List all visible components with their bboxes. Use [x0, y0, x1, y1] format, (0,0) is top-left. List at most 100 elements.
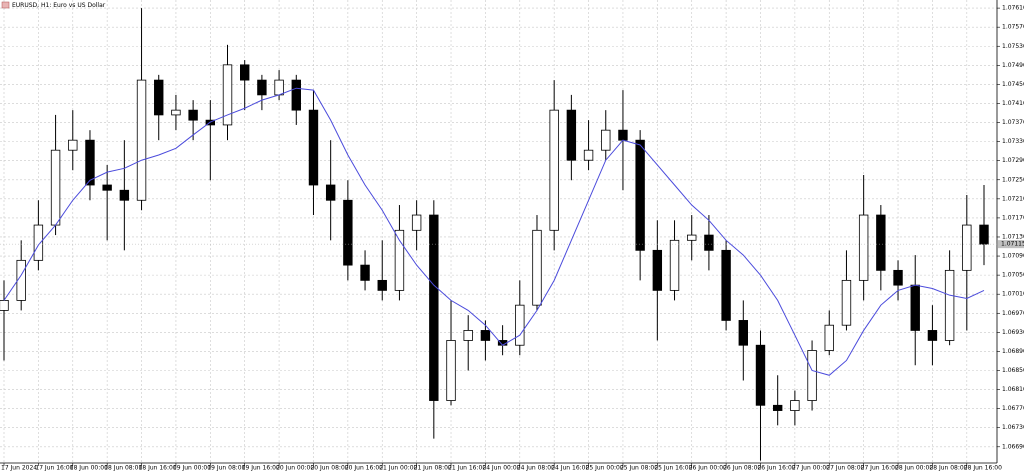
- candle-body: [188, 109, 198, 121]
- candle-body: [377, 279, 387, 291]
- y-tick-label: 1.07450: [1002, 81, 1024, 88]
- x-tick-label: 19 Jun 00:00: [173, 465, 211, 471]
- candle-body: [291, 79, 301, 111]
- candle-body: [33, 224, 44, 261]
- candle-body: [566, 109, 577, 161]
- candle-body: [119, 189, 130, 201]
- y-tick-label: 1.06930: [1002, 329, 1024, 336]
- y-tick-label: 1.06970: [1002, 310, 1024, 317]
- candle-body: [841, 279, 852, 326]
- y-tick-label: 1.07050: [1002, 272, 1024, 279]
- candle-body: [979, 224, 989, 245]
- candle-body: [635, 139, 645, 251]
- candle-body: [50, 149, 61, 226]
- candle-body: [16, 259, 26, 301]
- x-tick-label: 27 Jun 00:00: [792, 465, 830, 471]
- y-tick-label: 1.06850: [1002, 367, 1024, 374]
- symbol-icon: [1, 1, 10, 9]
- x-tick-label: 26 Jun 16:00: [757, 465, 795, 471]
- candle-body: [962, 224, 972, 271]
- candle-body: [618, 129, 628, 141]
- y-tick-label: 1.07370: [1002, 119, 1024, 126]
- candle-body: [601, 129, 611, 151]
- candle-body: [532, 229, 542, 306]
- candle-body: [240, 64, 250, 81]
- x-tick-label: 27 Jun 08:00: [826, 465, 864, 471]
- candle-body: [480, 330, 491, 341]
- grid: [0, 0, 997, 463]
- candle-body: [257, 79, 267, 96]
- candle-body: [772, 404, 783, 411]
- candle-body: [704, 234, 714, 251]
- y-tick-label: 1.07250: [1002, 176, 1024, 183]
- x-tick-label: 20 Jun 08:00: [310, 465, 348, 471]
- x-tick-label: 28 Jun 16:00: [964, 465, 1002, 471]
- candle-body: [738, 320, 748, 346]
- candle-body: [222, 64, 233, 126]
- candle-body: [0, 300, 9, 311]
- candle-body: [790, 400, 800, 411]
- x-tick-label: 20 Jun 16:00: [345, 465, 383, 471]
- x-tick-label: 25 Jun 16:00: [654, 465, 692, 471]
- x-tick-label: 21 Jun 16:00: [448, 465, 486, 471]
- y-tick-label: 1.06890: [1002, 348, 1024, 355]
- y-tick-label: 1.07010: [1002, 291, 1024, 298]
- candle-body: [68, 139, 78, 151]
- candle-body: [858, 214, 869, 281]
- candle-body: [687, 234, 697, 241]
- y-tick-label: 1.06730: [1002, 424, 1024, 431]
- candle-body: [927, 330, 938, 341]
- y-tick-label: 1.07490: [1002, 62, 1024, 69]
- x-tick-label: 24 Jun 00:00: [482, 465, 520, 471]
- chart-title: EURUSD, H1: Euro vs US Dollar: [12, 2, 106, 9]
- x-tick-label: 18 Jun 00:00: [70, 465, 108, 471]
- candle-body: [944, 269, 955, 341]
- candle-body: [910, 284, 920, 331]
- y-tick-label: 1.06770: [1002, 405, 1024, 412]
- current-price-label: 1.07115: [1001, 241, 1024, 248]
- current-price-box: [998, 240, 1024, 249]
- candle-body: [549, 109, 559, 231]
- candle-body: [669, 239, 680, 291]
- candle-body: [824, 324, 834, 351]
- y-tick-label: 1.07330: [1002, 138, 1024, 145]
- moving-average-line: [3, 87, 985, 376]
- candle-body: [893, 269, 903, 286]
- candle-body: [394, 229, 405, 291]
- candle-body: [102, 184, 112, 191]
- x-tick-label: 19 Jun 16:00: [242, 465, 280, 471]
- y-tick-label: 1.07410: [1002, 100, 1024, 107]
- candle-body: [446, 340, 456, 401]
- y-tick-label: 1.07090: [1002, 253, 1024, 260]
- y-tick-label: 1.07610: [1002, 5, 1024, 12]
- x-tick-label: 28 Jun 08:00: [929, 465, 967, 471]
- x-tick-label: 17 Jun 2024: [1, 465, 37, 471]
- x-tick-label: 21 Jun 08:00: [414, 465, 452, 471]
- x-tick-label: 28 Jun 00:00: [895, 465, 933, 471]
- candle-body: [274, 79, 284, 96]
- plot-area: [0, 8, 989, 461]
- y-tick-label: 1.06810: [1002, 386, 1024, 393]
- candle-body: [807, 350, 817, 401]
- y-tick-label: 1.07530: [1002, 43, 1024, 50]
- y-tick-label: 1.07130: [1002, 233, 1024, 240]
- candle-body: [721, 249, 731, 321]
- x-tick-label: 26 Jun 08:00: [723, 465, 761, 471]
- x-tick-label: 25 Jun 08:00: [620, 465, 658, 471]
- x-tick-label: 18 Jun 16:00: [139, 465, 177, 471]
- candle-body: [85, 139, 95, 186]
- x-tick-label: 17 Jun 16:00: [35, 465, 73, 471]
- candle-body: [154, 79, 164, 116]
- candle-body: [343, 199, 353, 266]
- candle-body: [652, 249, 663, 291]
- candle-body: [463, 330, 473, 341]
- x-tick-label: 26 Jun 00:00: [689, 465, 727, 471]
- x-tick-label: 20 Jun 00:00: [276, 465, 314, 471]
- y-tick-label: 1.07570: [1002, 24, 1024, 31]
- candle-body: [755, 344, 766, 406]
- candle-body: [325, 184, 336, 201]
- y-tick-label: 1.07290: [1002, 157, 1024, 164]
- x-tick-label: 18 Jun 08:00: [104, 465, 142, 471]
- candle-body: [876, 214, 886, 271]
